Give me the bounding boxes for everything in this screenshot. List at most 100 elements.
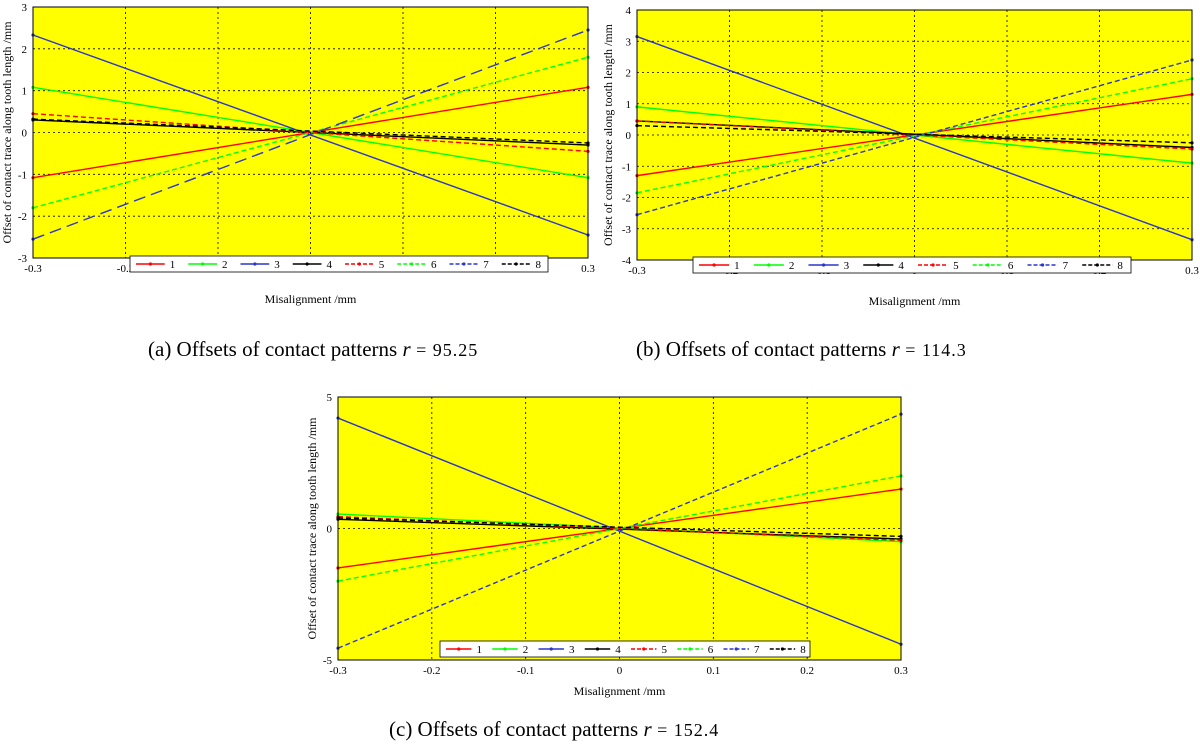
legend-marker [1095, 263, 1099, 267]
series-line-2 [636, 106, 1193, 164]
chart-panel-a: -0.3-0.2-0.100.10.20.3-3-2-1012312345678… [0, 2, 595, 306]
legend-label-8: 8 [535, 259, 541, 271]
legend-label-8: 8 [1117, 260, 1123, 272]
caption-a: (a) Offsets of contact patterns r = 95.2… [148, 337, 478, 362]
legend-label-2: 2 [523, 644, 529, 656]
series-line-8 [636, 124, 1193, 144]
caption-b: (b) Offsets of contact patterns r = 114.… [636, 337, 967, 362]
x-axis-label: Misalignment /mm [869, 294, 961, 308]
legend-label-8: 8 [800, 644, 806, 656]
x-axis-label: Misalignment /mm [265, 292, 357, 306]
legend-marker [514, 262, 518, 266]
x-tick-label: 0.3 [1185, 265, 1199, 277]
legend-label-4: 4 [615, 644, 621, 656]
legend-label-6: 6 [1008, 260, 1014, 272]
caption-a-r: r [402, 337, 411, 361]
y-tick-label: 0 [626, 130, 632, 142]
caption-b-value: = 114.3 [899, 340, 967, 360]
chart-panel-b: -0.3-0.2-0.100.10.20.3-4-3-2-10123412345… [601, 5, 1199, 308]
x-tick-label: 0 [617, 665, 623, 677]
legend-label-7: 7 [483, 259, 489, 271]
x-axis-label: Misalignment /mm [574, 684, 666, 698]
legend-label-7: 7 [1063, 260, 1069, 272]
legend-marker [821, 263, 826, 267]
series-line-3 [636, 35, 1193, 241]
legend: 1 2 3 4 5 6 7 8 [692, 256, 1132, 274]
legend-label-3: 3 [569, 644, 575, 656]
legend-label-5: 5 [661, 644, 667, 656]
x-tick-label: 0.3 [581, 263, 595, 275]
legend-marker [767, 263, 771, 267]
y-tick-label: -3 [622, 224, 632, 236]
legend-label-6: 6 [708, 644, 714, 656]
y-tick-label: 1 [626, 99, 632, 111]
legend-marker [931, 263, 935, 267]
series-line-7 [32, 29, 589, 240]
legend-label-1: 1 [734, 260, 740, 272]
legend-marker [410, 262, 414, 266]
legend-marker [503, 647, 507, 651]
caption-b-text: (b) Offsets of contact patterns [636, 337, 892, 361]
x-tick-label: 0.3 [894, 665, 908, 677]
legend-label-2: 2 [789, 260, 795, 272]
legend-marker [876, 263, 880, 267]
y-tick-label: 0 [327, 524, 333, 536]
y-tick-label: -5 [323, 655, 333, 667]
legend-marker [780, 647, 785, 651]
series-line-5 [32, 112, 589, 153]
legend-label-7: 7 [754, 644, 760, 656]
x-tick-label: -0.3 [24, 263, 42, 275]
x-tick-label: -0.2 [423, 665, 440, 677]
y-axis-label: Offset of contact trace along tooth leng… [0, 21, 14, 244]
x-tick-label: -0.3 [628, 265, 646, 277]
y-tick-label: 3 [22, 2, 28, 14]
legend-label-1: 1 [170, 259, 176, 271]
x-tick-label: 0.2 [800, 665, 814, 677]
y-tick-label: 2 [626, 68, 632, 80]
legend-marker [357, 262, 361, 266]
series-line-4 [32, 119, 589, 146]
series-line-7 [636, 59, 1193, 216]
y-tick-label: 3 [626, 36, 632, 48]
legend-label-4: 4 [326, 259, 332, 271]
legend-box [692, 256, 1132, 274]
series-line-5 [337, 515, 902, 542]
series-line-5 [636, 120, 1193, 150]
legend-label-6: 6 [431, 259, 437, 271]
legend-marker [688, 647, 692, 651]
legend-label-4: 4 [898, 260, 904, 272]
caption-c-text: (c) Offsets of contact patterns [389, 717, 644, 741]
y-tick-label: -4 [622, 255, 632, 267]
legend-marker [595, 647, 600, 651]
legend-marker [305, 262, 309, 266]
legend-label-3: 3 [274, 259, 280, 271]
y-tick-label: 1 [22, 86, 28, 98]
legend-label-3: 3 [844, 260, 850, 272]
y-axis-label: Offset of contact trace along tooth leng… [601, 23, 615, 246]
legend-marker [148, 262, 152, 266]
legend-label-5: 5 [379, 259, 385, 271]
plot-frame [337, 396, 902, 661]
legend-label-5: 5 [953, 260, 959, 272]
series-line-8 [32, 118, 589, 144]
series-line-8 [337, 517, 902, 538]
legend: 1 2 3 4 5 6 7 8 [439, 640, 811, 658]
y-tick-label: -1 [622, 161, 631, 173]
caption-a-value: = 95.25 [410, 340, 479, 360]
legend-label-2: 2 [222, 259, 228, 271]
legend-marker [712, 263, 716, 267]
legend-marker [734, 647, 738, 651]
legend-box [439, 640, 811, 658]
caption-a-text: (a) Offsets of contact patterns [148, 337, 403, 361]
y-tick-label: -2 [18, 211, 27, 223]
y-tick-label: 5 [327, 392, 333, 404]
legend-marker [549, 647, 553, 651]
caption-c: (c) Offsets of contact patterns r = 152.… [389, 717, 719, 742]
y-tick-label: -1 [18, 169, 27, 181]
caption-b-r: r [891, 337, 900, 361]
series-line-6 [636, 78, 1193, 194]
x-tick-label: -0.1 [517, 665, 534, 677]
legend-box [129, 255, 549, 273]
caption-c-value: = 152.4 [651, 720, 720, 740]
